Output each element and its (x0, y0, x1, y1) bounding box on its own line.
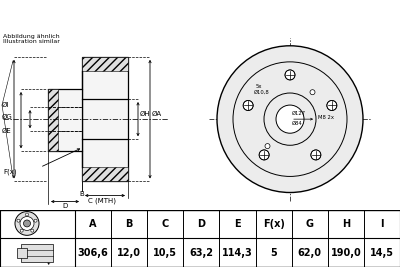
Text: C (MTH): C (MTH) (88, 197, 116, 203)
Polygon shape (48, 89, 58, 151)
Text: F(x): F(x) (3, 168, 17, 175)
Text: B: B (126, 219, 133, 229)
Circle shape (311, 150, 321, 160)
Text: 14,5: 14,5 (370, 248, 394, 258)
Text: ØI: ØI (2, 102, 9, 108)
Text: 5: 5 (270, 248, 277, 258)
Circle shape (310, 90, 315, 95)
Circle shape (327, 100, 337, 111)
Circle shape (24, 220, 30, 227)
Text: G: G (306, 219, 314, 229)
Text: Ø10,8: Ø10,8 (254, 89, 270, 95)
Polygon shape (82, 167, 128, 182)
Text: H: H (342, 219, 350, 229)
Text: 190,0: 190,0 (330, 248, 361, 258)
Text: 412703: 412703 (284, 8, 348, 23)
FancyBboxPatch shape (21, 244, 53, 262)
Text: ATE: ATE (266, 110, 322, 138)
Polygon shape (48, 89, 82, 151)
Text: 5x: 5x (256, 84, 262, 89)
Text: M8 2x: M8 2x (318, 115, 334, 120)
Polygon shape (82, 57, 128, 71)
Text: D: D (197, 219, 205, 229)
Circle shape (264, 93, 316, 145)
Text: 10,5: 10,5 (153, 248, 177, 258)
Circle shape (265, 144, 270, 149)
Text: ØG: ØG (2, 114, 13, 120)
Text: 62,0: 62,0 (298, 248, 322, 258)
Circle shape (34, 219, 37, 222)
Text: I: I (380, 219, 384, 229)
Text: 24.0112-0703.1: 24.0112-0703.1 (101, 8, 235, 23)
Circle shape (20, 229, 23, 232)
Text: Ø127: Ø127 (292, 111, 306, 116)
Circle shape (243, 100, 253, 111)
Text: Illustration similar: Illustration similar (3, 39, 60, 44)
Text: ®: ® (304, 127, 312, 136)
Text: 306,6: 306,6 (78, 248, 108, 258)
Text: ØE: ØE (2, 128, 12, 134)
Text: D: D (62, 203, 68, 209)
Circle shape (15, 211, 39, 235)
Text: A: A (89, 219, 97, 229)
Text: 114,3: 114,3 (222, 248, 253, 258)
Text: B: B (80, 191, 84, 197)
Polygon shape (82, 57, 128, 182)
Circle shape (285, 70, 295, 80)
Text: ØH: ØH (140, 111, 151, 117)
Circle shape (20, 217, 34, 230)
Circle shape (31, 229, 34, 232)
Text: C: C (162, 219, 169, 229)
Circle shape (217, 46, 363, 193)
Text: ØA: ØA (152, 111, 162, 117)
Text: 63,2: 63,2 (189, 248, 213, 258)
Text: Abbildung ähnlich: Abbildung ähnlich (3, 34, 60, 39)
Circle shape (276, 105, 304, 133)
Text: 12,0: 12,0 (117, 248, 141, 258)
Text: F(x): F(x) (263, 219, 284, 229)
Text: E: E (234, 219, 241, 229)
Circle shape (17, 219, 20, 222)
Circle shape (259, 150, 269, 160)
Text: Ø84: Ø84 (292, 121, 303, 126)
Circle shape (26, 213, 28, 216)
FancyBboxPatch shape (17, 248, 27, 258)
